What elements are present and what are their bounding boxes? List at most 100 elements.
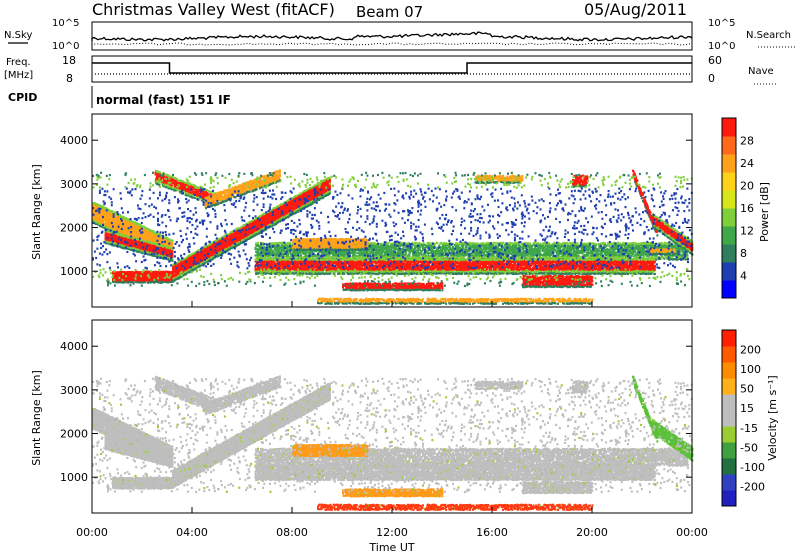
power-cell (145, 233, 148, 236)
power-cell (133, 221, 136, 224)
power-cell (113, 236, 116, 239)
power-cell (140, 230, 143, 233)
power-cell (138, 281, 141, 284)
power-cell (198, 256, 201, 259)
power-cell (328, 184, 331, 187)
power-cell (160, 270, 163, 273)
power-cell (191, 256, 194, 259)
power-cell (130, 224, 133, 227)
cpid-panel: CPID normal (fast) 151 IF (8, 86, 231, 108)
power-cell (95, 220, 98, 223)
power-cell (128, 271, 131, 274)
power-cell (138, 248, 141, 251)
power-cell (131, 270, 134, 274)
power-cell (125, 226, 128, 230)
power-cell (172, 272, 174, 275)
power-cell (122, 240, 124, 243)
power-cell (117, 271, 120, 274)
power-cell (112, 227, 115, 230)
power-cell (124, 218, 127, 221)
power-cell (142, 251, 144, 254)
power-cell (106, 207, 109, 210)
power-cell (122, 230, 124, 233)
power-cell (105, 207, 108, 210)
nsky-tick-bottom: 10^0 (52, 41, 79, 52)
cpid-text: normal (fast) 151 IF (96, 93, 231, 107)
power-cell (94, 212, 97, 215)
power-cell (119, 228, 122, 231)
power-cell (92, 217, 94, 220)
power-cell (137, 225, 139, 228)
power-cell (132, 225, 135, 228)
power-cell (132, 277, 135, 280)
power-cell (111, 210, 114, 213)
power-cell (149, 247, 152, 250)
power-cell (182, 268, 184, 271)
power-cell (153, 254, 156, 257)
station-title: Christmas Valley West (fitACF) (92, 0, 335, 19)
power-cell (130, 275, 133, 278)
power-cell (171, 280, 174, 283)
power-cell (185, 268, 188, 271)
power-cell (144, 280, 147, 284)
power-cell (149, 239, 152, 242)
power-cell (203, 261, 206, 265)
power-cell (115, 219, 118, 222)
power-cell (137, 233, 139, 236)
power-cell (148, 251, 151, 254)
power-cell (127, 245, 130, 248)
power-cell (134, 279, 137, 282)
power-cell (115, 232, 118, 235)
power-cell (125, 217, 128, 220)
power-cell (150, 279, 153, 282)
power-cell (132, 229, 135, 232)
power-cell (195, 266, 198, 270)
power-cell (109, 224, 112, 227)
power-cell (114, 242, 117, 245)
power-cell (152, 254, 155, 257)
nsky-label: N.Sky (4, 30, 32, 41)
power-cell (146, 235, 149, 238)
power-cell (135, 248, 138, 251)
power-cell (122, 220, 124, 223)
power-cell (194, 254, 197, 257)
power-cell (202, 261, 205, 264)
power-cell (130, 237, 133, 240)
power-cell (105, 227, 108, 230)
cpid-label: CPID (8, 91, 37, 104)
power-cell (192, 269, 194, 272)
power-cell (143, 240, 146, 243)
power-cell (101, 214, 104, 217)
power-cell (128, 279, 131, 282)
power-cell (169, 175, 172, 178)
power-cell (163, 280, 166, 283)
power-cell (164, 238, 167, 241)
power-cell (112, 228, 114, 231)
power-cell (114, 234, 117, 237)
power-cell (115, 281, 118, 284)
power-cell (126, 223, 129, 226)
power-cell (185, 267, 188, 270)
power-cell (138, 231, 141, 234)
power-cell (196, 252, 199, 255)
power-cell (116, 238, 119, 241)
power-cell (115, 240, 118, 243)
power-cell (158, 241, 161, 244)
power-cell (163, 245, 166, 248)
power-cell (123, 228, 126, 231)
power-cell (119, 227, 122, 230)
power-cell (160, 277, 163, 280)
nsky-tick-top: 10^5 (52, 18, 79, 29)
power-cell (198, 250, 201, 253)
power-cell (125, 237, 128, 240)
power-cell (165, 250, 168, 253)
power-cell (128, 243, 131, 246)
power-cell (93, 209, 96, 212)
power-cell (92, 215, 94, 218)
power-cell (171, 250, 174, 253)
power-cell (132, 220, 134, 224)
power-cell (121, 277, 124, 280)
power-cell (136, 230, 139, 234)
power-cell (160, 246, 163, 249)
